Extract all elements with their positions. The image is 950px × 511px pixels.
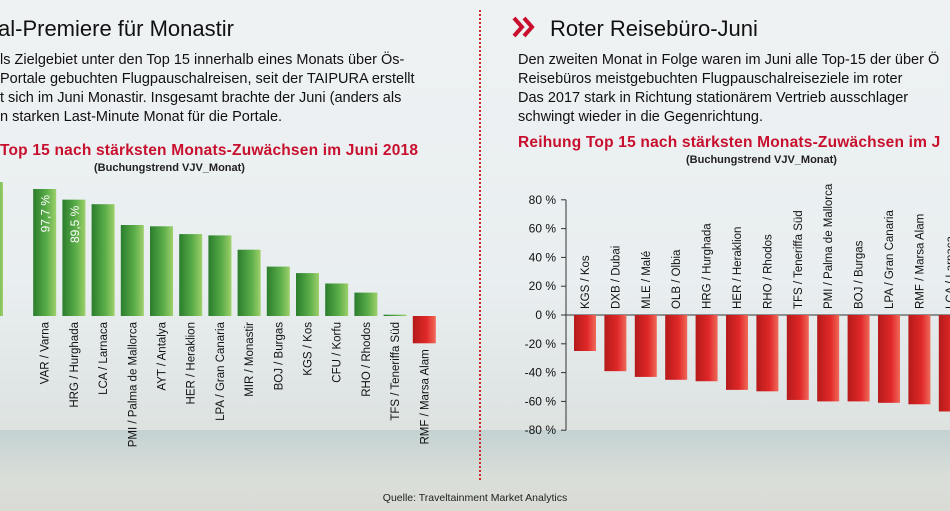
y-tick-label: 20 %	[529, 279, 557, 293]
bar	[237, 249, 261, 316]
bar	[908, 315, 931, 405]
left-chart-title: Top 15 nach stärksten Monats-Zuwächsen i…	[0, 142, 419, 159]
category-label: CFU / Korfu	[332, 322, 344, 383]
category-label: HER / Heraklion	[186, 322, 198, 404]
chevron-right-icon	[512, 16, 535, 38]
y-tick-label: 0 %	[535, 308, 556, 322]
category-label: HRG / Hurghada	[702, 223, 714, 309]
right-chart-subtitle: (Buchungstrend VJV_Monat)	[686, 154, 837, 166]
category-label: LCA / Larnaca	[945, 236, 950, 309]
category-label: MIR / Monastir	[244, 322, 256, 397]
category-label: PMI / Palma de Mallorca	[823, 183, 835, 309]
left-paragraph-line-2: Portale gebuchten Flugpauschalreisen, se…	[0, 71, 415, 87]
bar	[208, 235, 232, 316]
bar	[91, 204, 115, 316]
bar	[179, 234, 203, 316]
category-label: RHO / Rhodos	[361, 322, 373, 397]
bar	[695, 315, 718, 382]
y-tick-label: -20 %	[525, 337, 557, 351]
category-label: HRG / Hurghada	[69, 321, 81, 407]
bar	[325, 283, 349, 316]
category-label: PMI / Palma de Mallorca	[127, 321, 139, 447]
category-label: LCA / Larnaca	[98, 321, 110, 394]
right-paragraph-line-3: Das 2017 stark in Richtung stationärem V…	[518, 90, 909, 106]
bar	[383, 314, 407, 316]
bar	[878, 315, 900, 403]
y-tick-label: 80 %	[529, 193, 557, 207]
bar	[726, 315, 748, 390]
category-label: VAR / Varna	[40, 321, 52, 384]
bar	[938, 315, 950, 412]
category-label: KGS / Kos	[303, 322, 315, 376]
category-label: BOJ / Burgas	[273, 322, 285, 391]
data-label: 89,5 %	[68, 205, 82, 243]
bar	[786, 315, 809, 400]
bar	[150, 226, 173, 316]
left-panel-title: al-Premiere für Monastir	[0, 16, 234, 41]
left-bar-chart: 97,7 % VAR / Varna 89,5 % HRG / Hurghada LCA…	[0, 182, 436, 447]
bar	[120, 225, 144, 316]
bar	[665, 315, 688, 380]
right-paragraph: Den zweiten Monat in Folge waren im Juni…	[518, 51, 950, 127]
y-tick-label: 40 %	[529, 250, 557, 264]
category-label: RMF / Marsa Alam	[914, 214, 926, 309]
category-label: DXB / Dubai	[610, 246, 622, 309]
category-label: BOJ / Burgas	[854, 240, 866, 309]
category-label: HER / Heraklion	[732, 227, 744, 309]
panel-divider	[479, 10, 481, 480]
bar	[33, 188, 57, 316]
bar	[756, 315, 779, 392]
right-paragraph-line-1: Den zweiten Monat in Folge waren im Juni…	[518, 52, 940, 68]
background-beach	[0, 430, 950, 480]
bar	[634, 315, 657, 377]
category-label: TFS / Teneriffa Süd	[390, 322, 402, 421]
bar	[296, 273, 319, 316]
category-label: KGS / Kos	[580, 255, 592, 309]
bar	[0, 182, 3, 316]
bar	[62, 199, 86, 316]
right-panel-title: Roter Reisebüro-Juni	[550, 16, 758, 41]
right-paragraph-line-2: Reisebüros meistgebuchten Flugpauschalre…	[518, 71, 903, 87]
bar	[847, 315, 870, 402]
right-paragraph-line-4: schwingt wieder in die Gegenrichtung.	[518, 109, 764, 125]
left-paragraph-line-3: t sich im Juni Monastir. Insgesamt brach…	[0, 90, 402, 106]
bar	[817, 315, 840, 402]
bar	[604, 315, 627, 372]
data-label: 97,7 %	[39, 195, 53, 233]
bar	[266, 266, 290, 316]
category-label: RHO / Rhodos	[762, 234, 774, 309]
left-paragraph: ls Zielgebiet unter den Top 15 innerhalb…	[0, 51, 470, 127]
bar	[354, 292, 378, 316]
y-tick-label: -40 %	[525, 366, 557, 380]
category-label: OLB / Olbia	[671, 249, 683, 309]
category-label: LPA / Gran Canaria	[884, 210, 896, 309]
category-label: AYT / Antalya	[157, 321, 169, 390]
left-chart-subtitle: (Buchungstrend VJV_Monat)	[94, 162, 245, 174]
category-label: TFS / Teneriffa Süd	[793, 210, 805, 309]
right-bar-chart: 80 % 60 % 40 % 20 % 0 % -20 % -40 % -60 % -80 % K…	[525, 183, 950, 437]
y-tick-label: -60 %	[525, 394, 557, 408]
source-footer: Quelle: Traveltainment Market Analytics	[382, 492, 568, 504]
bar	[412, 316, 436, 344]
category-label: LPA / Gran Canaria	[215, 321, 227, 420]
right-chart-title: Reihung Top 15 nach stärksten Monats-Zuw…	[518, 134, 941, 151]
y-tick-label: -80 %	[525, 423, 557, 437]
category-label: RMF / Marsa Alam	[419, 349, 431, 444]
left-paragraph-line-4: n starken Last-Minute Monat für die Port…	[0, 109, 283, 125]
left-paragraph-line-1: ls Zielgebiet unter den Top 15 innerhalb…	[0, 52, 405, 68]
category-label: MLE / Malé	[641, 251, 653, 309]
y-tick-label: 60 %	[529, 222, 557, 236]
bar	[574, 315, 596, 351]
